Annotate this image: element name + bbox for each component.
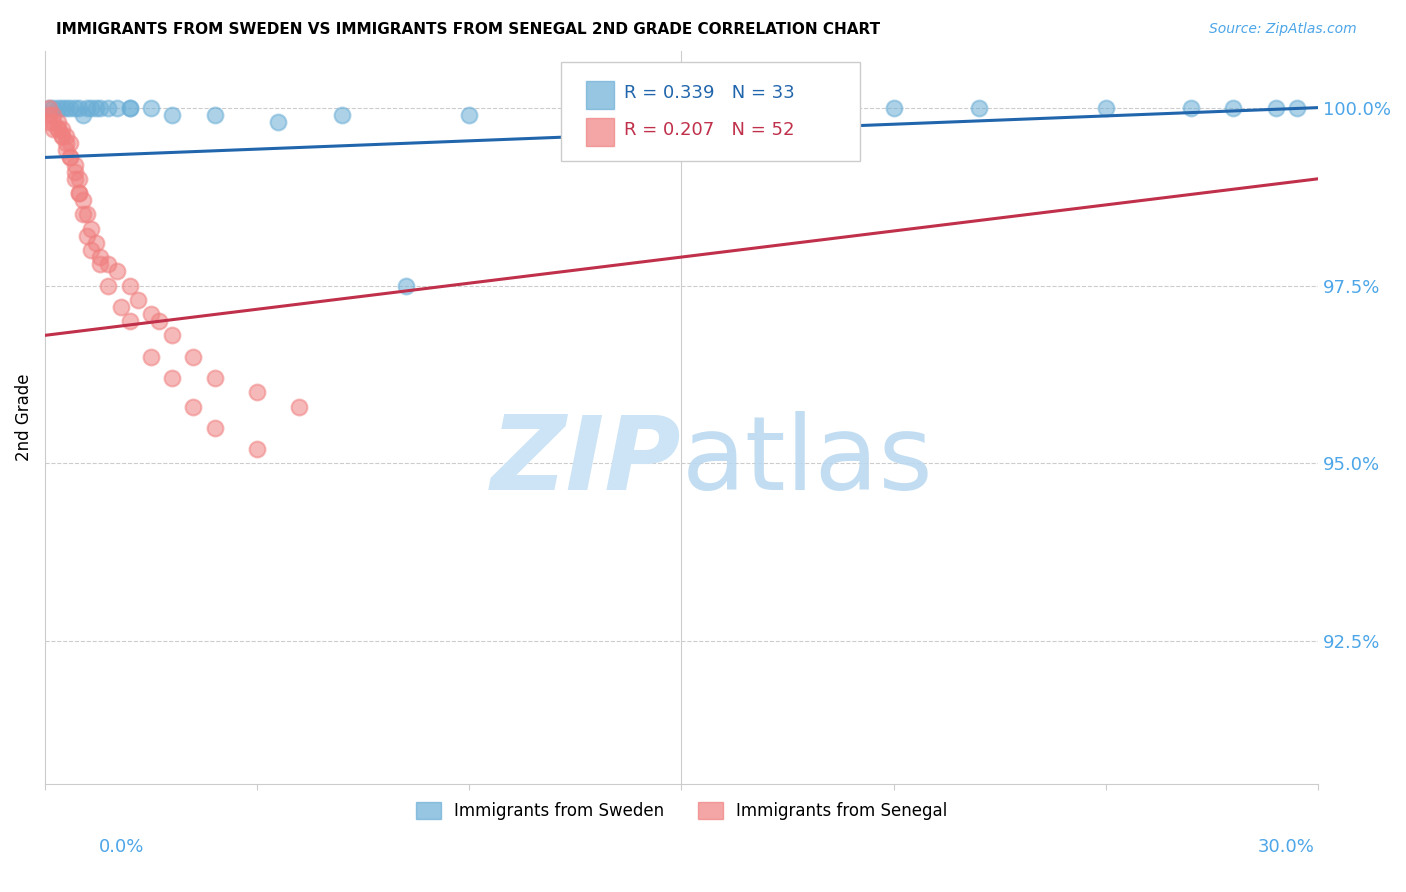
Point	[42, 122, 65, 136]
Point	[80, 243, 103, 257]
Text: 30.0%: 30.0%	[1258, 838, 1315, 855]
Bar	[586, 81, 614, 110]
Point	[46, 115, 69, 129]
Point	[55, 101, 77, 115]
Point	[63, 101, 86, 115]
Point	[97, 101, 120, 115]
Point	[330, 108, 353, 122]
Point	[458, 108, 481, 122]
Point	[394, 278, 416, 293]
Text: atlas: atlas	[682, 410, 934, 512]
Point	[797, 101, 820, 115]
Point	[204, 421, 226, 435]
Point	[38, 115, 60, 129]
Point	[55, 129, 77, 144]
Point	[55, 144, 77, 158]
Point	[42, 101, 65, 115]
Point	[51, 122, 73, 136]
Point	[118, 278, 141, 293]
Point	[42, 115, 65, 129]
Point	[84, 235, 107, 250]
Y-axis label: 2nd Grade: 2nd Grade	[15, 374, 32, 461]
Bar	[586, 118, 614, 146]
Point	[42, 108, 65, 122]
Point	[148, 314, 170, 328]
Text: 0.0%: 0.0%	[98, 838, 143, 855]
Legend: Immigrants from Sweden, Immigrants from Senegal: Immigrants from Sweden, Immigrants from …	[409, 795, 953, 827]
Point	[46, 101, 69, 115]
Point	[118, 314, 141, 328]
Point	[63, 171, 86, 186]
Point	[105, 264, 128, 278]
Point	[59, 150, 82, 164]
Point	[76, 228, 98, 243]
Point	[118, 101, 141, 115]
Point	[105, 101, 128, 115]
Point	[59, 101, 82, 115]
Point	[80, 101, 103, 115]
Point	[139, 307, 162, 321]
Point	[139, 350, 162, 364]
Point	[59, 136, 82, 151]
Point	[139, 101, 162, 115]
Point	[204, 371, 226, 385]
Point	[38, 101, 60, 115]
Point	[89, 257, 111, 271]
Point	[1264, 101, 1286, 115]
Text: IMMIGRANTS FROM SWEDEN VS IMMIGRANTS FROM SENEGAL 2ND GRADE CORRELATION CHART: IMMIGRANTS FROM SWEDEN VS IMMIGRANTS FRO…	[56, 22, 880, 37]
Point	[51, 101, 73, 115]
Point	[118, 101, 141, 115]
Point	[67, 171, 90, 186]
Point	[76, 207, 98, 221]
Point	[84, 101, 107, 115]
Point	[967, 101, 990, 115]
Point	[67, 101, 90, 115]
Point	[63, 164, 86, 178]
Point	[883, 101, 905, 115]
Point	[89, 101, 111, 115]
Point	[72, 207, 94, 221]
Point	[72, 108, 94, 122]
Text: Source: ZipAtlas.com: Source: ZipAtlas.com	[1209, 22, 1357, 37]
Point	[80, 221, 103, 235]
Point	[110, 300, 132, 314]
Point	[46, 122, 69, 136]
Point	[97, 257, 120, 271]
Point	[160, 108, 183, 122]
Point	[51, 129, 73, 144]
Point	[204, 108, 226, 122]
Point	[246, 385, 269, 400]
Point	[72, 193, 94, 207]
Point	[89, 250, 111, 264]
Point	[288, 400, 311, 414]
Point	[38, 101, 60, 115]
Text: R = 0.207   N = 52: R = 0.207 N = 52	[624, 120, 794, 139]
Point	[183, 350, 205, 364]
Point	[585, 101, 607, 115]
Point	[267, 115, 290, 129]
Point	[63, 157, 86, 171]
Text: R = 0.339   N = 33: R = 0.339 N = 33	[624, 84, 794, 103]
Point	[183, 400, 205, 414]
Point	[246, 442, 269, 457]
Point	[160, 328, 183, 343]
Point	[160, 371, 183, 385]
Point	[59, 150, 82, 164]
Point	[38, 108, 60, 122]
Point	[67, 186, 90, 200]
Point	[1285, 101, 1308, 115]
Point	[67, 186, 90, 200]
Point	[46, 122, 69, 136]
Point	[127, 293, 149, 307]
Point	[1180, 101, 1202, 115]
Point	[76, 101, 98, 115]
Point	[1222, 101, 1244, 115]
Point	[97, 278, 120, 293]
FancyBboxPatch shape	[561, 62, 859, 161]
Text: ZIP: ZIP	[491, 410, 682, 512]
Point	[1095, 101, 1118, 115]
Point	[55, 136, 77, 151]
Point	[51, 129, 73, 144]
